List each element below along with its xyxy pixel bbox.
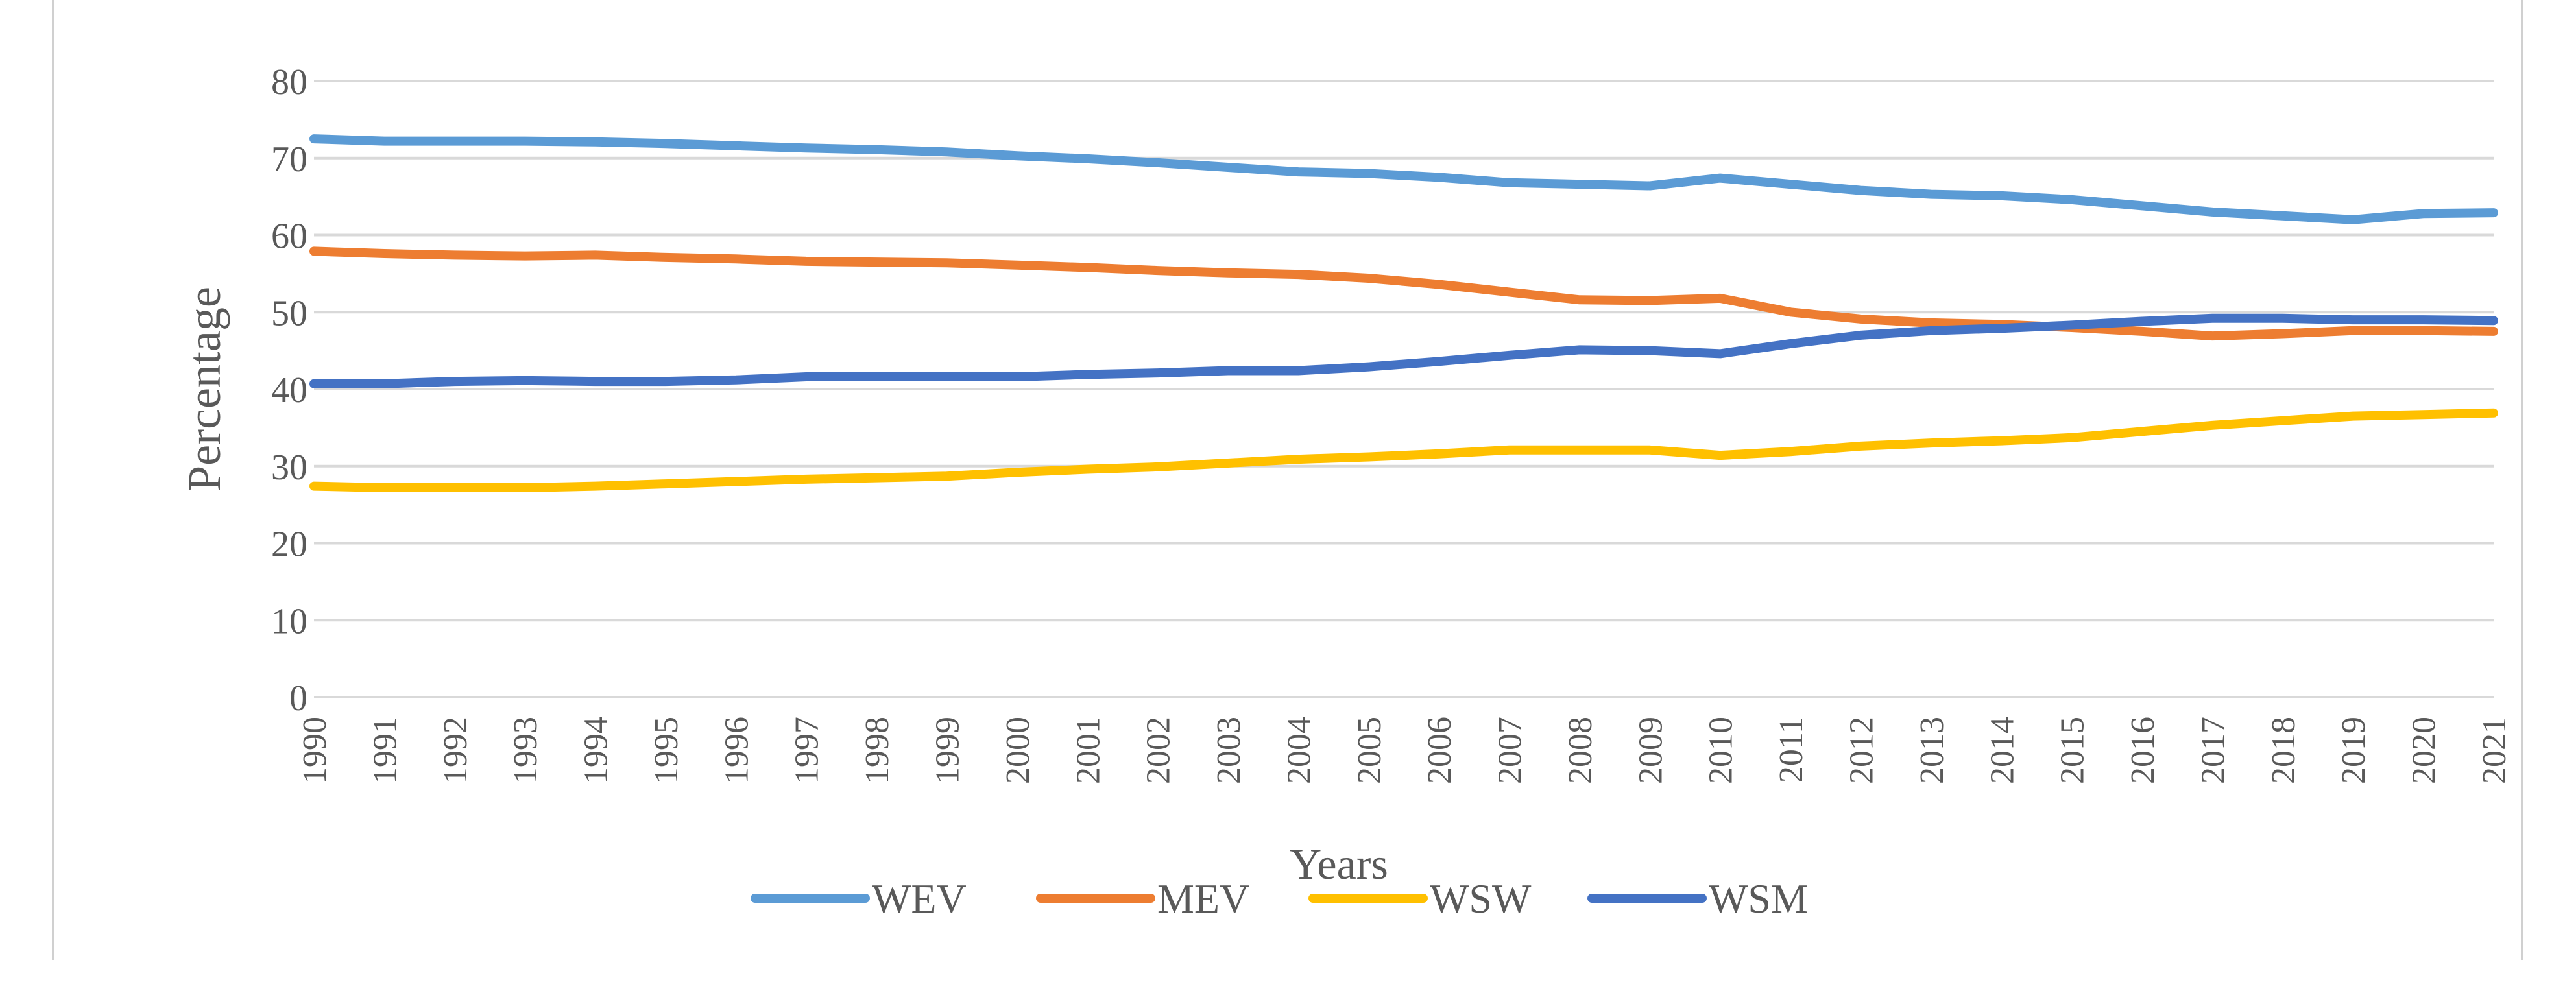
- x-tick-labels: 1990 1991 1992 1993 1994 1995 1996 1997 1998 1999…: [296, 717, 2513, 784]
- x-tick-label: 2018: [2265, 717, 2302, 784]
- x-tick-label: 2013: [1914, 717, 1951, 784]
- x-tick-label: 1996: [718, 717, 755, 784]
- x-axis-title: Years: [1290, 839, 1388, 889]
- x-tick-label: 1998: [859, 717, 896, 784]
- gridlines: [314, 80, 2494, 698]
- x-tick-label: 1991: [367, 717, 403, 784]
- x-tick-label: 2003: [1210, 717, 1247, 784]
- x-tick-label: 1995: [648, 717, 685, 784]
- x-tick-label: 2008: [1562, 717, 1599, 784]
- legend-label-wev: WEV: [872, 876, 967, 922]
- y-tick-label: 30: [271, 447, 307, 488]
- series-line-mev: [309, 246, 2498, 341]
- y-tick-label: 60: [271, 217, 307, 257]
- legend-label-wsm: WSM: [1709, 876, 1808, 922]
- x-tick-label: 2015: [2054, 717, 2091, 784]
- x-tick-label: 2004: [1281, 717, 1318, 784]
- x-tick-label: 2021: [2476, 717, 2513, 784]
- series-line-wsm: [309, 313, 2498, 388]
- x-tick-label: 1997: [789, 717, 826, 784]
- chart-frame: 0 10 20 30 40 50 60 70 80 1990 1991 1992 1993 1994 19…: [52, 0, 2523, 960]
- y-tick-label: 70: [271, 139, 307, 180]
- x-tick-label: 2011: [1773, 717, 1810, 783]
- x-tick-label: 2005: [1351, 717, 1388, 784]
- x-tick-label: 2002: [1140, 717, 1177, 784]
- y-tick-label: 10: [271, 601, 307, 641]
- y-axis-title: Percentage: [178, 287, 230, 492]
- y-tick-label: 50: [271, 293, 307, 333]
- x-tick-label: 2006: [1421, 717, 1458, 784]
- x-tick-label: 1999: [929, 717, 966, 784]
- x-tick-label: 1993: [507, 717, 544, 784]
- x-tick-label: 2007: [1492, 717, 1529, 784]
- y-tick-labels: 0 10 20 30 40 50 60 70 80: [271, 62, 307, 719]
- x-tick-label: 2019: [2335, 717, 2372, 784]
- legend: WEV MEV WSW WSM: [751, 876, 1808, 922]
- x-tick-label: 2016: [2125, 717, 2161, 784]
- y-tick-label: 20: [271, 525, 307, 565]
- legend-label-wsw: WSW: [1430, 876, 1532, 922]
- series-line-wsw: [309, 408, 2498, 492]
- y-tick-label: 0: [289, 678, 307, 719]
- x-tick-label: 1990: [296, 717, 333, 784]
- x-tick-label: 2000: [1000, 717, 1037, 784]
- x-tick-label: 2001: [1070, 717, 1107, 784]
- x-tick-label: 2017: [2195, 717, 2232, 784]
- x-tick-label: 2012: [1844, 717, 1881, 784]
- x-tick-label: 2009: [1632, 717, 1669, 784]
- x-tick-label: 1992: [437, 717, 474, 784]
- y-tick-label: 40: [271, 370, 307, 411]
- legend-label-mev: MEV: [1157, 876, 1249, 922]
- series-lines: [309, 134, 2498, 492]
- x-tick-label: 2014: [1984, 717, 2021, 784]
- y-tick-label: 80: [271, 62, 307, 102]
- series-line-wev: [309, 134, 2498, 224]
- x-tick-label: 1994: [578, 717, 615, 784]
- x-tick-label: 2020: [2406, 717, 2443, 784]
- x-tick-label: 2010: [1703, 717, 1740, 784]
